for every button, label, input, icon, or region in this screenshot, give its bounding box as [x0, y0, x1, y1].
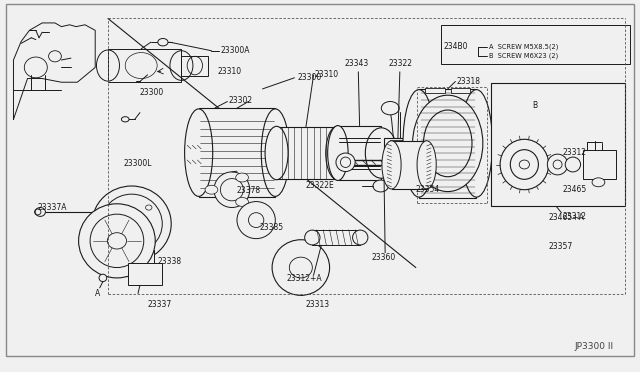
Ellipse shape [492, 102, 499, 107]
Ellipse shape [265, 126, 288, 180]
Ellipse shape [79, 204, 156, 278]
Ellipse shape [289, 257, 312, 278]
Bar [390, 140, 410, 149]
Text: 23354: 23354 [416, 185, 440, 194]
Ellipse shape [108, 233, 127, 249]
Ellipse shape [328, 126, 348, 180]
Ellipse shape [111, 205, 118, 210]
Ellipse shape [261, 109, 289, 196]
Ellipse shape [237, 202, 275, 238]
Ellipse shape [461, 90, 492, 197]
Ellipse shape [220, 179, 243, 201]
Bar [338, 126, 381, 180]
Text: 23357: 23357 [548, 241, 573, 250]
Ellipse shape [236, 198, 248, 206]
Text: 23318: 23318 [457, 77, 481, 86]
Ellipse shape [122, 117, 129, 122]
Text: B  SCREW M6X23 (2): B SCREW M6X23 (2) [488, 53, 558, 59]
Ellipse shape [214, 172, 250, 208]
Text: 23337A: 23337A [38, 203, 67, 212]
Ellipse shape [158, 38, 168, 46]
Ellipse shape [353, 230, 368, 245]
Bar [491, 83, 625, 206]
Ellipse shape [236, 173, 248, 182]
Text: 23300: 23300 [140, 88, 164, 97]
Bar [392, 141, 427, 189]
Ellipse shape [145, 205, 152, 210]
Text: 23465: 23465 [563, 185, 587, 194]
Text: 23385: 23385 [260, 223, 284, 232]
Ellipse shape [120, 214, 143, 234]
Ellipse shape [382, 141, 401, 189]
Text: 23300A: 23300A [220, 46, 250, 55]
Ellipse shape [101, 194, 163, 253]
Ellipse shape [92, 186, 172, 262]
Text: 23302: 23302 [228, 96, 253, 105]
Text: 23322E: 23322E [306, 181, 335, 190]
Ellipse shape [184, 109, 212, 196]
Text: A  SCREW M5X8.5(2): A SCREW M5X8.5(2) [488, 44, 558, 50]
Ellipse shape [365, 128, 397, 178]
Ellipse shape [547, 154, 568, 175]
Text: 23343: 23343 [344, 59, 369, 68]
Bar [442, 25, 630, 64]
Ellipse shape [381, 102, 399, 115]
Ellipse shape [248, 213, 264, 228]
Bar [384, 138, 417, 172]
Text: JP3300 II: JP3300 II [575, 342, 614, 351]
Bar [390, 153, 410, 168]
Ellipse shape [145, 237, 152, 243]
Text: 234B0: 234B0 [444, 42, 468, 51]
Ellipse shape [553, 160, 562, 169]
Bar [419, 89, 476, 198]
Text: 23378: 23378 [237, 186, 261, 195]
Bar [119, 250, 154, 276]
Text: 23360: 23360 [371, 253, 396, 262]
Ellipse shape [35, 208, 45, 217]
Text: A: A [95, 289, 100, 298]
Ellipse shape [519, 160, 529, 169]
Text: B: B [532, 101, 537, 110]
Ellipse shape [111, 237, 118, 243]
Ellipse shape [565, 157, 580, 172]
Text: 23310: 23310 [315, 70, 339, 78]
Text: 23300L: 23300L [124, 158, 152, 167]
Ellipse shape [205, 185, 218, 194]
Text: 23337: 23337 [148, 300, 172, 309]
Bar [451, 88, 470, 93]
Bar [129, 263, 162, 285]
Ellipse shape [305, 230, 320, 245]
Text: 23465+A: 23465+A [548, 213, 584, 222]
Ellipse shape [340, 157, 351, 167]
Text: 23312+A: 23312+A [287, 274, 323, 283]
Bar [583, 150, 616, 179]
Text: 23313: 23313 [306, 300, 330, 309]
Bar [181, 55, 208, 76]
Text: 23338: 23338 [158, 257, 182, 266]
Text: 23312: 23312 [563, 212, 587, 221]
Ellipse shape [336, 153, 355, 171]
Ellipse shape [417, 141, 436, 189]
Ellipse shape [326, 126, 349, 180]
Ellipse shape [90, 214, 144, 267]
Ellipse shape [403, 90, 435, 197]
Ellipse shape [99, 274, 107, 282]
Ellipse shape [424, 110, 472, 177]
Bar [426, 88, 445, 93]
Bar [198, 108, 275, 197]
Bar [108, 49, 181, 82]
Bar [312, 230, 360, 245]
Text: 23310: 23310 [218, 67, 242, 76]
Ellipse shape [510, 150, 538, 179]
Text: 23322: 23322 [389, 59, 413, 68]
Ellipse shape [413, 95, 483, 192]
Text: 23312: 23312 [563, 148, 587, 157]
Ellipse shape [272, 240, 330, 295]
Ellipse shape [500, 139, 548, 190]
Text: 23300: 23300 [298, 73, 322, 82]
Ellipse shape [373, 180, 388, 192]
Ellipse shape [592, 178, 605, 187]
Bar [276, 127, 337, 179]
